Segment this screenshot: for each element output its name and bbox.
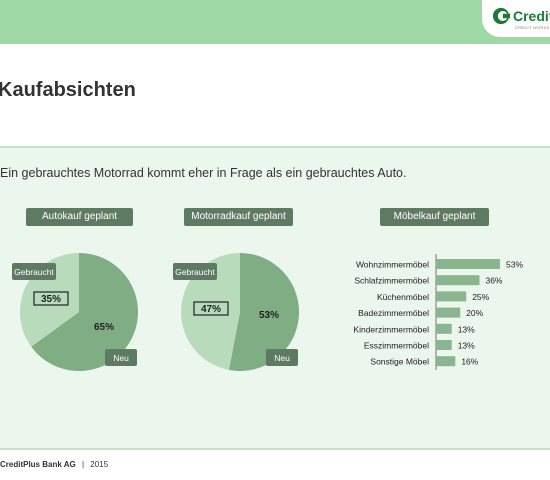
- bar-2: [436, 291, 467, 302]
- bar-5: [436, 340, 452, 350]
- bar-category-label-4: Kinderzimmermöbel: [353, 324, 429, 334]
- svg-text:Gebraucht: Gebraucht: [14, 267, 54, 277]
- bar-0: [436, 259, 500, 269]
- pie-0-gebraucht-value-box: [33, 291, 69, 306]
- svg-text:Gebraucht: Gebraucht: [175, 267, 215, 277]
- bar-value-label-5: 13%: [458, 341, 475, 351]
- bar-4: [436, 323, 452, 334]
- pie-0-label-neu: Neu: [105, 349, 137, 366]
- pie-0-slice-neu: [31, 253, 139, 371]
- bar-value-label-4: 13%: [458, 324, 475, 334]
- bar-value-label-2: 25%: [472, 292, 489, 302]
- header-bar: Credit CRÉDIT WORKS: [0, 0, 550, 44]
- footer-company: CreditPlus Bank AG: [0, 460, 76, 469]
- bar-category-label-3: Badezimmermöbel: [358, 308, 429, 318]
- page-title: Kaufabsichten: [0, 79, 136, 101]
- page-subtitle: Ein gebrauchtes Motorrad kommt eher in F…: [0, 166, 407, 180]
- svg-text:Neu: Neu: [274, 353, 290, 363]
- pie-1-slice-gebraucht: [181, 253, 240, 370]
- svg-text:Neu: Neu: [113, 353, 129, 363]
- pie-0-neu-value: 65%: [94, 322, 114, 333]
- bar-value-label-0: 53%: [506, 260, 523, 270]
- pie-0-gebraucht-value: 35%: [41, 294, 61, 305]
- bar-1: [436, 275, 480, 286]
- pie-1-label-gebraucht: Gebraucht: [173, 263, 217, 280]
- pie-1-label-neu: Neu: [266, 349, 298, 366]
- bar-category-label-0: Wohnzimmermöbel: [356, 260, 429, 270]
- bar-6: [436, 356, 456, 367]
- bar-3: [436, 307, 461, 318]
- chart-title-moebelkauf: Möbelkauf geplant: [380, 208, 489, 226]
- pie-1-gebraucht-value-box: [193, 301, 229, 316]
- bar-category-label-2: Küchenmöbel: [377, 292, 429, 302]
- pie-1-gebraucht-value: 47%: [201, 304, 221, 315]
- logo-c-icon: [492, 7, 510, 25]
- bar-category-label-1: Schlafzimmermöbel: [354, 276, 429, 286]
- bar-value-label-1: 36%: [485, 276, 502, 286]
- bar-category-label-5: Esszimmermöbel: [364, 341, 429, 351]
- pie-0-label-gebraucht: Gebraucht: [12, 263, 56, 280]
- chart-title-motorradkauf: Motorradkauf geplant: [184, 208, 293, 226]
- footer-year: 2015: [90, 460, 109, 469]
- pie-1-slice-neu: [228, 252, 300, 371]
- chart-title-autokauf: Autokauf geplant: [26, 208, 133, 226]
- bar-value-label-6: 16%: [461, 357, 478, 367]
- bar-value-label-3: 20%: [466, 308, 483, 318]
- bar-category-label-6: Sonstige Möbel: [370, 357, 429, 367]
- logo-tagline: CRÉDIT WORKS: [515, 25, 550, 30]
- footer-separator: |: [81, 460, 85, 469]
- logo[interactable]: Credit CRÉDIT WORKS: [482, 0, 550, 37]
- pie-1-neu-value: 53%: [259, 310, 279, 321]
- logo-brand: Credit: [513, 8, 550, 24]
- footer: CreditPlus Bank AG | 2015: [0, 460, 108, 469]
